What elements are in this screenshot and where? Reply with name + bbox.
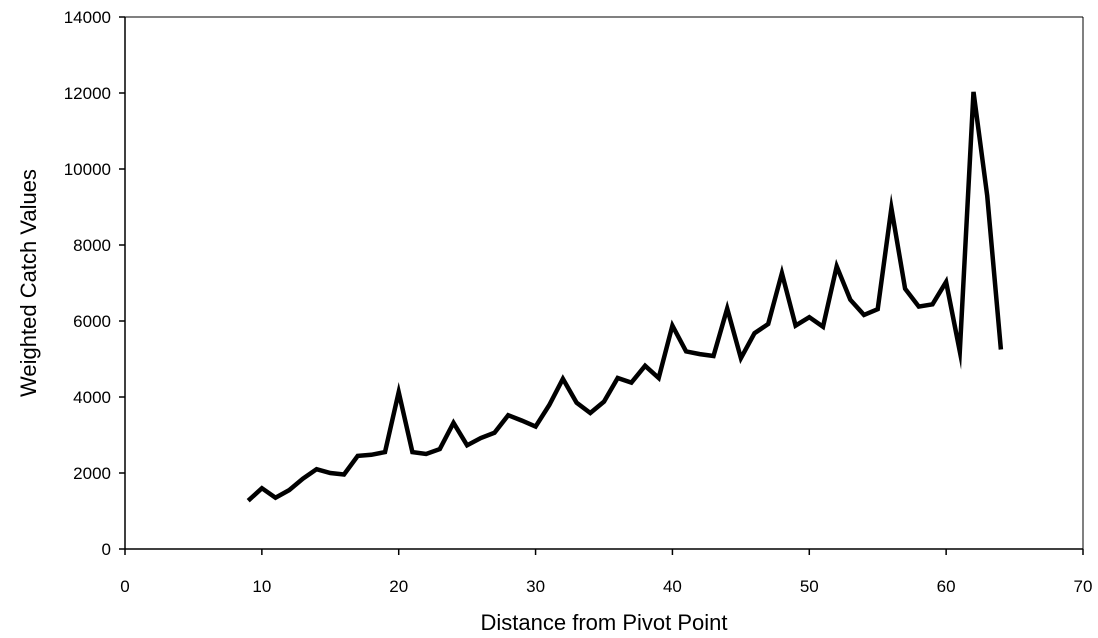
- y-axis-ticks: 0 2000 4000 6000 8000 10000 12000 14000: [64, 8, 125, 559]
- y-axis-label: Weighted Catch Values: [16, 169, 41, 397]
- x-tick-label: 10: [252, 577, 271, 596]
- x-tick-label: 20: [389, 577, 408, 596]
- y-tick-label: 10000: [64, 160, 111, 179]
- x-tick-label: 70: [1074, 577, 1093, 596]
- series-layer: [246, 91, 1004, 503]
- x-tick-label: 60: [937, 577, 956, 596]
- x-tick-label: 40: [663, 577, 682, 596]
- series-line: [246, 91, 1004, 503]
- y-tick-label: 0: [102, 540, 111, 559]
- y-tick-label: 6000: [73, 312, 111, 331]
- y-tick-label: 12000: [64, 84, 111, 103]
- y-tick-label: 8000: [73, 236, 111, 255]
- y-tick-label: 4000: [73, 388, 111, 407]
- x-tick-label: 50: [800, 577, 819, 596]
- y-tick-label: 14000: [64, 8, 111, 27]
- x-axis-label: Distance from Pivot Point: [481, 610, 728, 635]
- x-tick-label: 30: [526, 577, 545, 596]
- y-tick-label: 2000: [73, 464, 111, 483]
- x-tick-label: 0: [120, 577, 129, 596]
- x-axis-ticks: 0 10 20 30 40 50 60 70: [120, 549, 1092, 596]
